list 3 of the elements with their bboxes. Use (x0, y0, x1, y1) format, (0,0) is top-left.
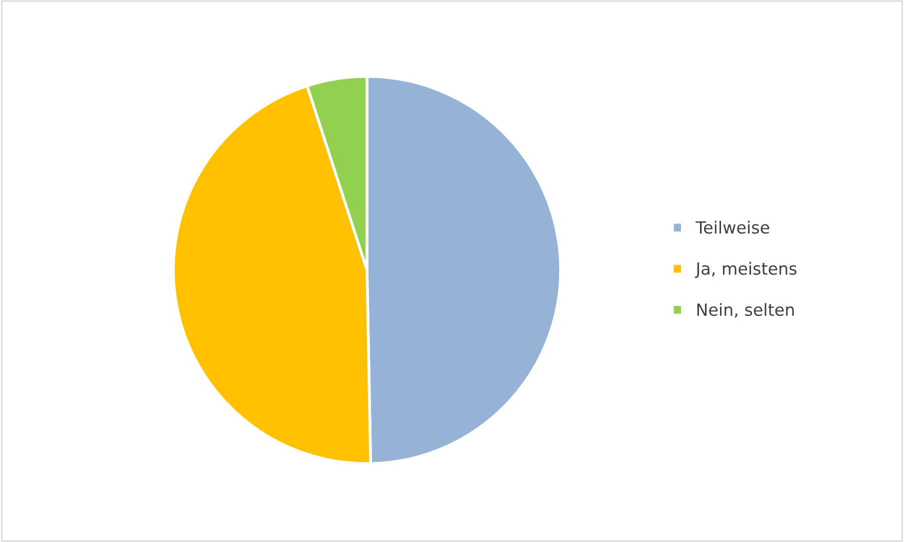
legend-label: Teilweise (696, 220, 770, 234)
legend-label: Nein, selten (697, 303, 794, 318)
legend-label: Ja, meistens (694, 262, 796, 278)
